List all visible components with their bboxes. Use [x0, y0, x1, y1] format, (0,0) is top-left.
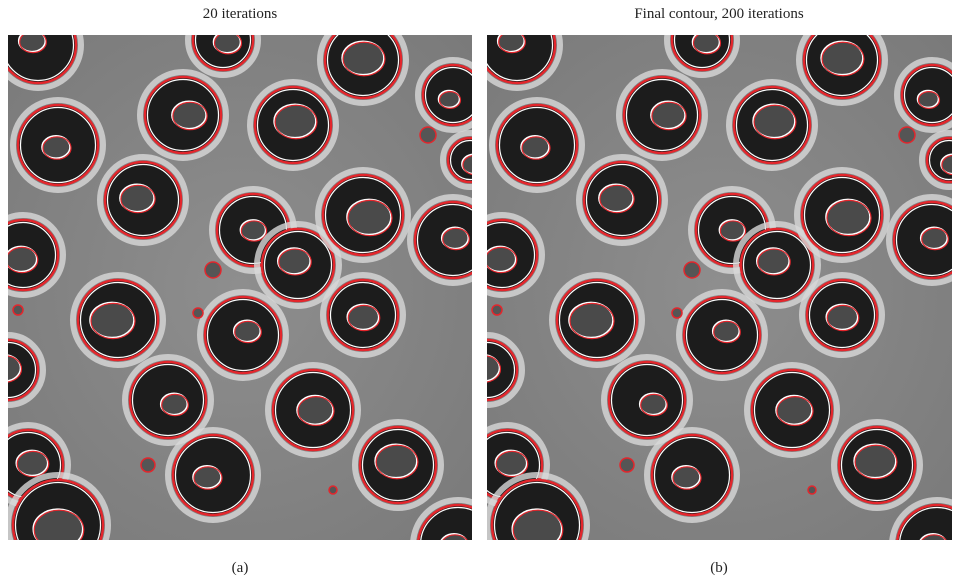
debris-contour — [899, 127, 915, 143]
debris-contour — [420, 127, 436, 143]
debris-contour — [13, 305, 23, 315]
panel-caption: (a) — [232, 560, 249, 576]
debris-contour — [620, 458, 634, 472]
panel-title: Final contour, 200 iterations — [634, 6, 804, 22]
debris-contour — [193, 308, 203, 318]
panel-image — [452, 2, 959, 581]
debris-contour — [672, 308, 682, 318]
figure: 20 iterations Final contour, 200 iterati… — [0, 0, 959, 581]
debris-contour — [808, 486, 816, 494]
panel-image — [0, 2, 503, 581]
debris-contour — [205, 262, 221, 278]
debris-contour — [684, 262, 700, 278]
panel-caption: (b) — [710, 560, 728, 576]
debris-contour — [492, 305, 502, 315]
debris-contour — [141, 458, 155, 472]
panel-title: 20 iterations — [203, 6, 278, 22]
debris-contour — [329, 486, 337, 494]
